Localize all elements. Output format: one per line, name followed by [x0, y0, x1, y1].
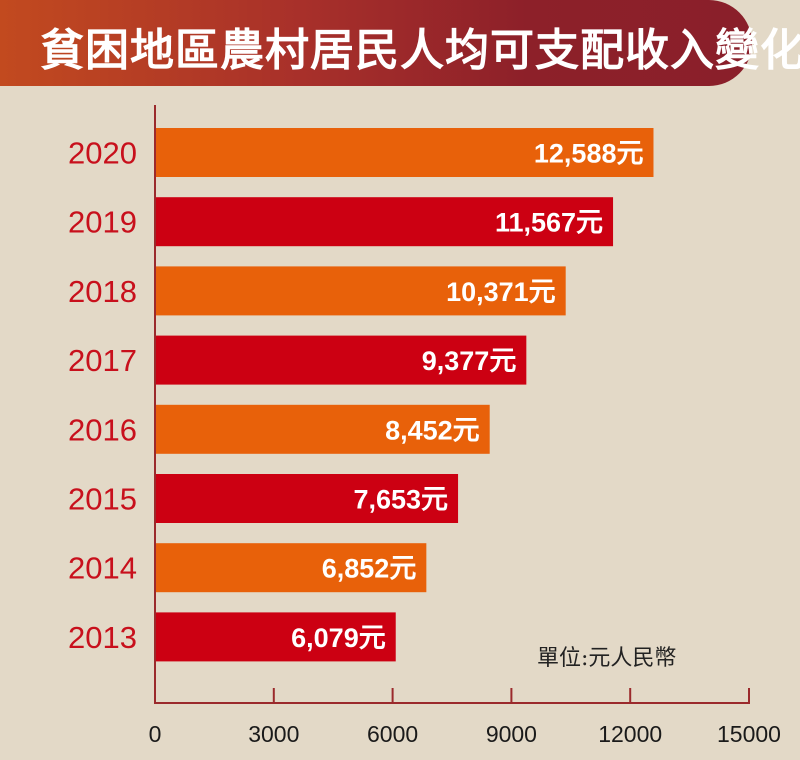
bar-value-label: 6,079元 [291, 623, 386, 653]
x-tick-label: 15000 [717, 721, 781, 747]
chart-title: 貧困地區農村居民人均可支配收入變化 [40, 25, 800, 76]
bar-2019 [156, 197, 614, 247]
x-tick-label: 9000 [486, 721, 537, 747]
year-label: 2017 [68, 343, 137, 378]
year-label: 2013 [68, 620, 137, 655]
bar-2017 [156, 335, 527, 385]
bar-value-label: 9,377元 [422, 346, 517, 376]
bar-value-label: 6,852元 [322, 554, 417, 584]
x-tick-label: 3000 [248, 721, 299, 747]
bar-value-label: 12,588元 [534, 139, 644, 169]
bar-2016 [156, 404, 490, 454]
bar-2020 [156, 128, 654, 177]
title-banner [0, 0, 752, 86]
bar-2018 [156, 266, 566, 316]
bar-2014 [156, 543, 427, 593]
bar-2013 [156, 612, 396, 662]
bar-value-label: 10,371元 [446, 277, 556, 307]
bar-value-label: 8,452元 [385, 415, 480, 445]
year-label: 2016 [68, 412, 137, 447]
x-tick-label: 12000 [598, 721, 662, 747]
x-tick-label: 0 [149, 721, 162, 747]
unit-label: 單位:元人民幣 [537, 646, 677, 671]
bar-2015 [156, 474, 459, 523]
year-label: 2018 [68, 274, 137, 309]
year-label: 2020 [68, 136, 137, 171]
year-label: 2015 [68, 482, 137, 517]
x-tick-label: 6000 [367, 721, 418, 747]
bar-value-label: 11,567元 [495, 208, 603, 238]
bar-value-label: 7,653元 [353, 485, 448, 515]
year-label: 2019 [68, 205, 137, 240]
year-label: 2014 [68, 551, 137, 586]
